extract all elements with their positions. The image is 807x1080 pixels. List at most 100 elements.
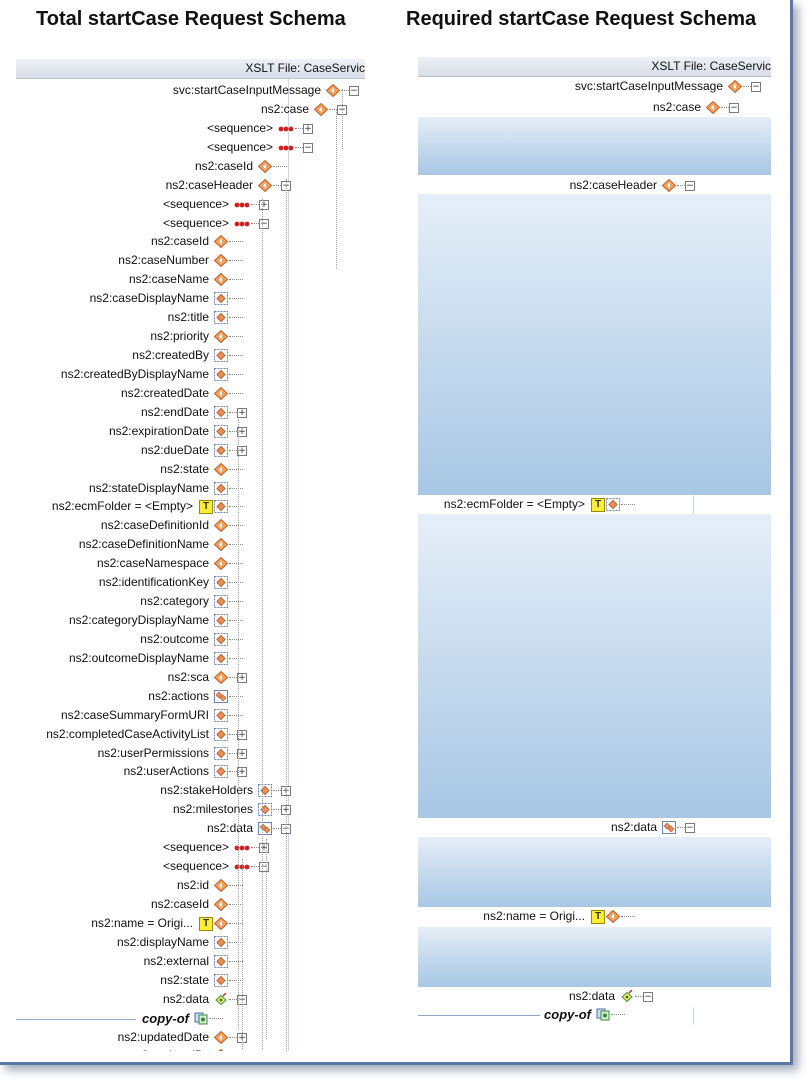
tree-node[interactable]: ns2:state xyxy=(16,460,365,479)
tree-node[interactable]: ns2:caseName xyxy=(16,270,365,289)
collapse-node-icon[interactable]: − xyxy=(303,142,313,153)
tree-node[interactable]: <sequence> + xyxy=(16,195,365,214)
tree-node[interactable]: ns2:expirationDate + xyxy=(16,422,365,441)
node-label: svc:startCaseInputMessage xyxy=(172,83,321,97)
optional-element-icon xyxy=(214,727,228,741)
tree-node[interactable]: ns2:data − xyxy=(16,819,365,838)
tree-connector xyxy=(229,620,243,622)
tree-node[interactable]: ns2:caseId xyxy=(16,895,365,914)
tree-node[interactable]: ns2:actions xyxy=(16,687,365,706)
element-icon xyxy=(325,83,341,98)
optional-element-icon xyxy=(214,405,228,419)
tree-node[interactable]: ns2:caseSummaryFormURI xyxy=(16,706,365,725)
tree-node[interactable]: ns2:title xyxy=(16,308,365,327)
tree-node[interactable]: ns2:state xyxy=(16,971,365,990)
tree-node[interactable]: ns2:data − xyxy=(418,818,771,837)
tree-connector xyxy=(273,790,281,792)
tree-node[interactable]: ns2:stateDisplayName xyxy=(16,479,365,498)
tree-node[interactable]: copy-of xyxy=(418,1005,771,1024)
tree-node[interactable]: ns2:caseDefinitionId xyxy=(16,516,365,535)
tree-node[interactable]: ns2:stakeHolders + xyxy=(16,781,365,800)
text-literal-badge-icon: T xyxy=(591,910,605,924)
tree-node[interactable]: ns2:userPermissions + xyxy=(16,744,365,763)
expand-node-icon[interactable]: + xyxy=(237,445,247,456)
tree-node[interactable]: ns2:caseDefinitionName xyxy=(16,535,365,554)
tree-node[interactable]: ns2:displayName xyxy=(16,933,365,952)
tree-node[interactable]: ns2:caseNumber xyxy=(16,251,365,270)
expand-node-icon[interactable]: + xyxy=(259,843,269,854)
tree-node[interactable]: ns2:name = Origi... T xyxy=(16,914,365,933)
tree-node[interactable]: ns2:data − xyxy=(418,987,771,1006)
tree-node[interactable]: ns2:external xyxy=(16,952,365,971)
tree-node[interactable]: <sequence> − xyxy=(16,214,365,233)
tree-node[interactable]: ns2:case − xyxy=(16,100,365,119)
tree-node[interactable]: ns2:category xyxy=(16,592,365,611)
collapse-node-icon[interactable]: − xyxy=(729,103,739,113)
expand-node-icon[interactable]: + xyxy=(237,767,247,778)
collapse-node-icon[interactable]: − xyxy=(349,86,359,96)
collapse-node-icon[interactable]: − xyxy=(685,823,695,833)
expand-node-icon[interactable]: + xyxy=(237,672,247,683)
tree-node[interactable]: ns2:ecmFolder = <Empty> T xyxy=(16,497,365,516)
tree-node[interactable]: ns2:updatedDate + xyxy=(16,1028,365,1047)
expand-node-icon[interactable]: + xyxy=(237,426,247,437)
tree-node[interactable]: copy-of xyxy=(16,1009,365,1028)
tree-node[interactable]: ns2:caseHeader − xyxy=(16,176,365,195)
tree-node[interactable]: ns2:sca + xyxy=(16,668,365,687)
tree-node[interactable]: ns2:completedCaseActivityList + xyxy=(16,725,365,744)
expand-node-icon[interactable]: + xyxy=(237,729,247,740)
tree-node[interactable]: ns2:endDate + xyxy=(16,403,365,422)
node-label: copy-of xyxy=(142,1010,189,1026)
tree-node[interactable]: ns2:caseDisplayName xyxy=(16,289,365,308)
collapse-node-icon[interactable]: − xyxy=(259,218,269,229)
optional-element-icon xyxy=(214,481,228,495)
tree-node[interactable]: ns2:userActions + xyxy=(16,762,365,781)
optional-element-icon xyxy=(214,614,228,628)
tree-node[interactable]: svc:startCaseInputMessage − xyxy=(16,81,365,100)
node-label: ns2:stakeHolders xyxy=(160,783,253,798)
tree-node[interactable]: ns2:ecmFolder = <Empty> T xyxy=(418,495,771,514)
tree-node[interactable]: ns2:priority xyxy=(16,327,365,346)
expand-node-icon[interactable]: + xyxy=(259,199,269,210)
node-label: ns2:sca xyxy=(167,669,209,684)
collapse-node-icon[interactable]: − xyxy=(751,82,761,92)
tree-node[interactable]: ns2:caseNamespace xyxy=(16,554,365,573)
collapse-node-icon[interactable]: − xyxy=(685,181,695,191)
tree-node[interactable]: ns2:createdByDisplayName xyxy=(16,365,365,384)
node-label: ns2:case xyxy=(260,101,309,116)
tree-node[interactable]: ns2:dueDate + xyxy=(16,441,365,460)
tree-node[interactable]: ns2:caseId xyxy=(16,157,365,176)
tree-node[interactable]: ns2:name = Origi... T xyxy=(418,907,771,926)
tree-node[interactable]: ns2:outcomeDisplayName xyxy=(16,649,365,668)
tree-node[interactable]: ns2:id xyxy=(16,876,365,895)
tree-node[interactable]: ns2:caseHeader − xyxy=(418,176,771,195)
element-icon xyxy=(213,386,229,401)
collapse-node-icon[interactable]: − xyxy=(643,992,653,1002)
expand-node-icon[interactable]: + xyxy=(237,748,247,759)
tree-node[interactable]: ns2:updatedBy xyxy=(16,1046,365,1051)
tree-node[interactable]: ns2:categoryDisplayName xyxy=(16,611,365,630)
expand-node-icon[interactable]: + xyxy=(237,407,247,418)
tree-node[interactable]: <sequence> − xyxy=(16,857,365,876)
tree-node[interactable]: ns2:caseId xyxy=(16,232,365,251)
tree-node[interactable]: ns2:case − xyxy=(418,98,771,117)
tree-node[interactable]: ns2:createdBy xyxy=(16,346,365,365)
node-label: ns2:name = Origi... xyxy=(91,915,193,930)
node-label: ns2:milestones xyxy=(172,802,253,817)
tree-node[interactable]: <sequence> + xyxy=(16,838,365,857)
tree-node[interactable]: <sequence> − xyxy=(16,138,365,157)
sequence-icon xyxy=(234,198,250,211)
tree-node[interactable]: ns2:createdDate xyxy=(16,384,365,403)
element-icon xyxy=(213,878,229,893)
collapse-node-icon[interactable]: − xyxy=(259,862,269,873)
optional-element-icon xyxy=(214,632,228,646)
tree-node[interactable]: ns2:data − xyxy=(16,990,365,1009)
tree-node[interactable]: ns2:outcome xyxy=(16,630,365,649)
tree-node[interactable]: svc:startCaseInputMessage − xyxy=(418,77,771,96)
tree-node[interactable]: ns2:milestones + xyxy=(16,800,365,819)
tree-node[interactable]: ns2:identificationKey xyxy=(16,573,365,592)
expand-node-icon[interactable]: + xyxy=(303,123,313,134)
tree-connector xyxy=(229,960,243,962)
mapping-gutter-line xyxy=(693,495,694,514)
tree-node[interactable]: <sequence> + xyxy=(16,119,365,138)
